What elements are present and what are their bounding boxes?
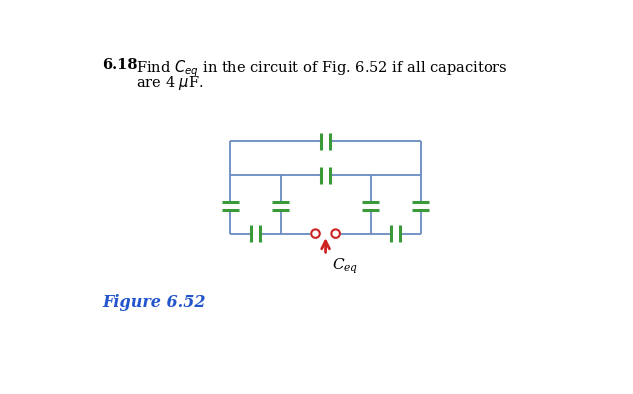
Text: are 4 $\mu$F.: are 4 $\mu$F. (137, 74, 204, 92)
Text: $C_{eq}$: $C_{eq}$ (332, 257, 358, 276)
Text: 6.18: 6.18 (103, 58, 138, 72)
Text: Find $C_{eq}$ in the circuit of Fig. 6.52 if all capacitors: Find $C_{eq}$ in the circuit of Fig. 6.5… (137, 58, 508, 79)
Text: Figure 6.52: Figure 6.52 (103, 294, 206, 310)
